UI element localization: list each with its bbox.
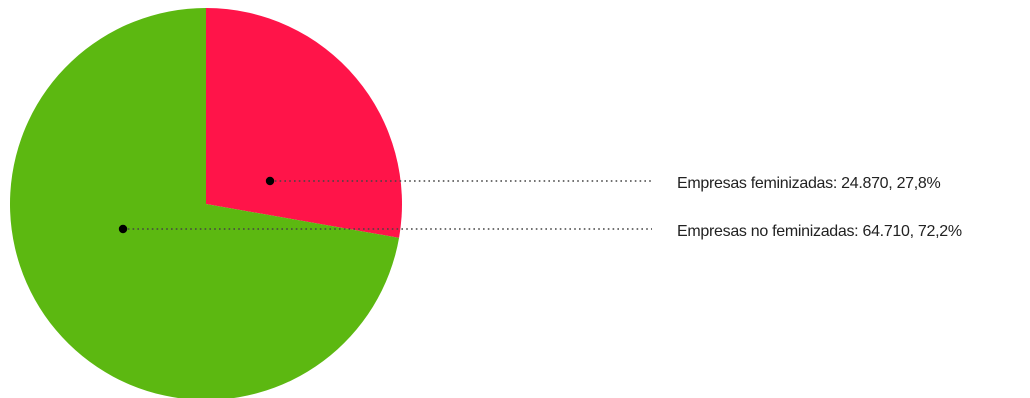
label-empresas-no-feminizadas: Empresas no feminizadas: 64.710, 72,2% (677, 223, 962, 240)
slice-labels: Empresas feminizadas: 24.870, 27,8% Empr… (677, 175, 962, 240)
pie-slices (10, 8, 402, 398)
leader-dot-empresas-no-feminizadas (118, 224, 128, 234)
leader-lines (118, 176, 652, 234)
label-empresas-feminizadas: Empresas feminizadas: 24.870, 27,8% (677, 175, 941, 192)
pie-slice-empresas-no-feminizadas (10, 8, 400, 398)
leader-dot-empresas-feminizadas (265, 176, 275, 186)
pie-slice-empresas-feminizadas (206, 8, 402, 238)
